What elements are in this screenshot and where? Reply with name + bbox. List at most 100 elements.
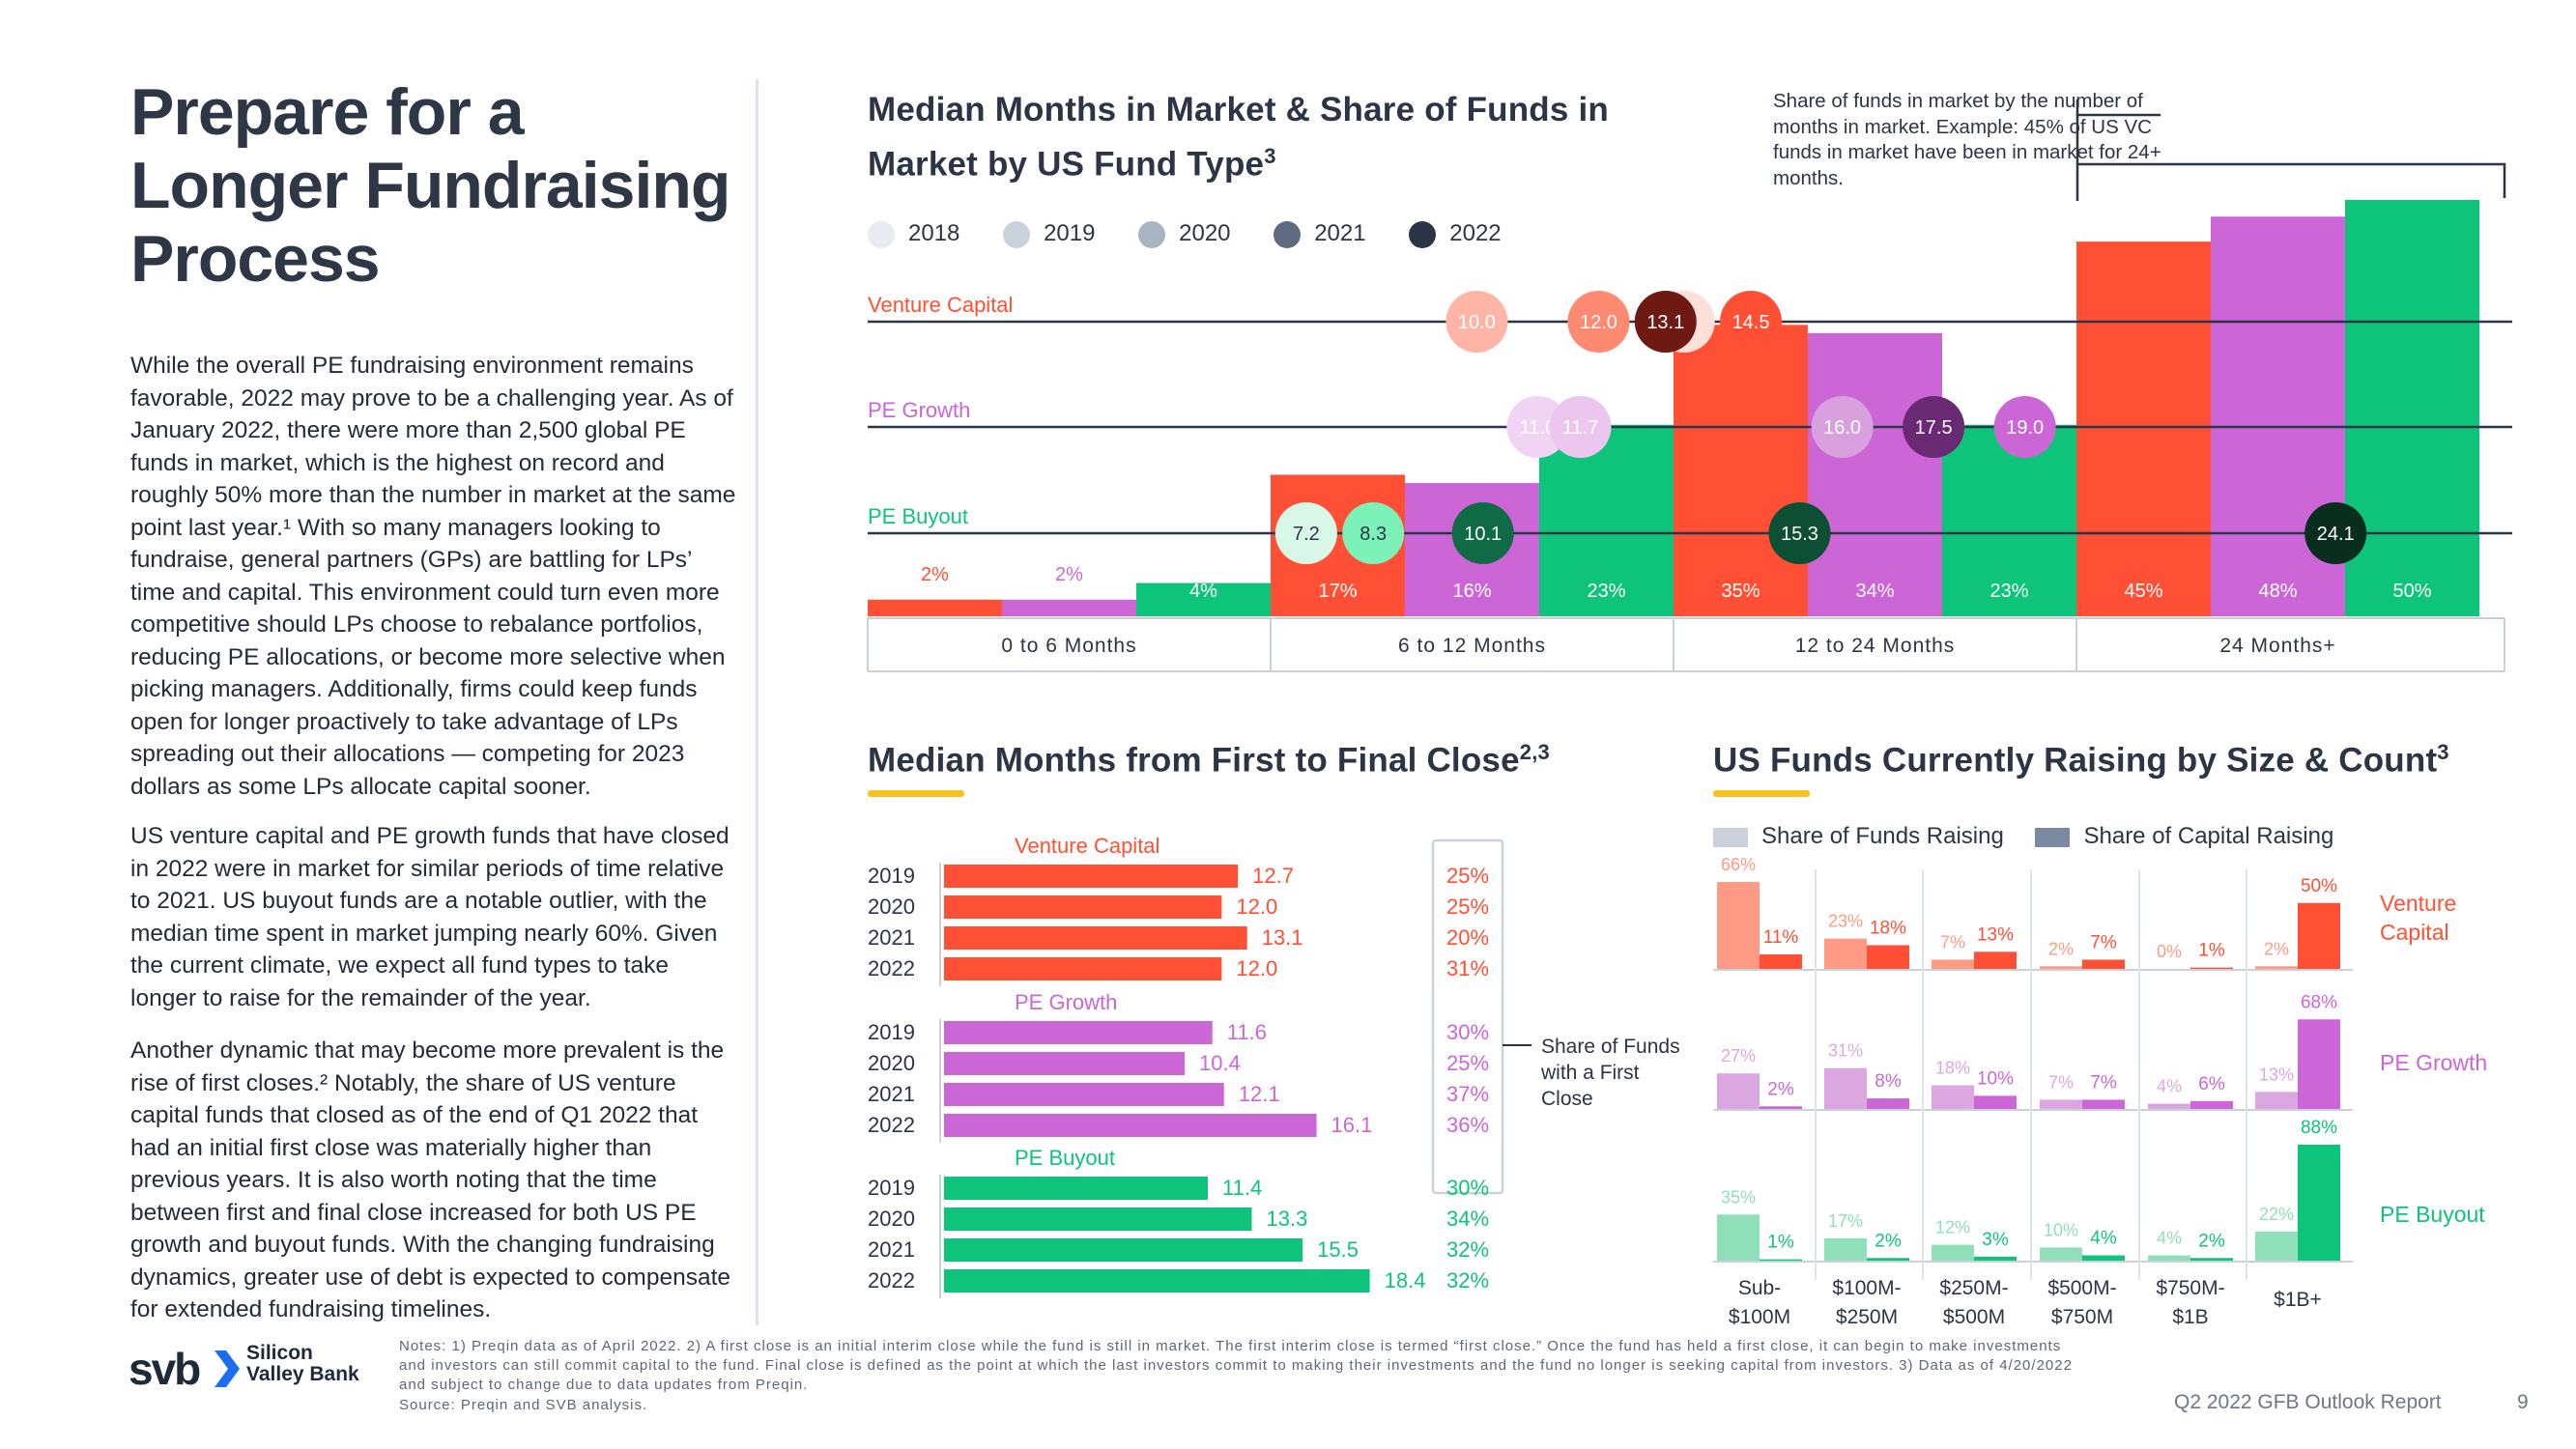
- bar-label: 17%: [1318, 581, 1357, 602]
- close-bar: [944, 1238, 1303, 1262]
- size-category-label: $750M: [2051, 1306, 2113, 1328]
- month-dot-label: 14.5: [1732, 312, 1770, 333]
- capital-bar: [2190, 967, 2233, 969]
- row-label: PE Growth: [2380, 1050, 2487, 1075]
- group-label: PE Buyout: [1015, 1146, 1115, 1170]
- close-bar-label: 16.1: [1331, 1113, 1373, 1137]
- capital-label: 8%: [1875, 1071, 1902, 1092]
- year-label: 2021: [868, 1082, 915, 1106]
- size-category-label: $500M: [1943, 1306, 2005, 1328]
- legend-2019-label: 2019: [1044, 220, 1096, 246]
- month-dot-2019: [1549, 396, 1612, 458]
- column-divider: [756, 79, 758, 1325]
- close-bar: [944, 1208, 1252, 1231]
- bar-venture-capital-2: [1674, 325, 1808, 616]
- capital-label: 1%: [1767, 1233, 1794, 1253]
- funds-by-size-chart: 66% 11% 23% 18% 7% 13% 2% 7% 0% 1% 2% 50% Venture Cap…: [1713, 855, 2487, 1328]
- funds-bar: [1717, 1214, 1760, 1261]
- category-label: 24 Months+: [2219, 635, 2335, 657]
- funds-bar: [2255, 966, 2298, 969]
- month-dot-2019: [1567, 291, 1630, 353]
- funds-bar: [1932, 959, 1974, 969]
- size-category-label: $100M: [1729, 1306, 1790, 1328]
- page-number: 9: [2517, 1391, 2529, 1413]
- funds-label: 27%: [1721, 1046, 1756, 1065]
- close-bar-label: 18.4: [1385, 1268, 1426, 1293]
- capital-bar: [1867, 1258, 1909, 1261]
- source-note: Source: Preqin and SVB analysis.: [399, 1397, 648, 1413]
- capital-label: 7%: [2090, 932, 2117, 952]
- chart3-legend: Share of Funds Raising Share of Capital …: [1713, 823, 2333, 850]
- month-dot-label: 12.0: [1580, 312, 1617, 333]
- month-dot-label: 7.2: [1293, 524, 1320, 545]
- close-bar: [944, 1114, 1317, 1137]
- funds-label: 18%: [1935, 1058, 1970, 1077]
- close-bar: [944, 895, 1222, 919]
- close-bar: [944, 865, 1239, 888]
- capital-bar: [1974, 1095, 2017, 1109]
- month-dot-2018: [1274, 502, 1337, 564]
- bar-pe-growth-0: [1002, 599, 1136, 616]
- bar-venture-capital-3: [2076, 242, 2211, 616]
- year-label: 2019: [868, 1020, 915, 1044]
- funds-label: 35%: [1721, 1187, 1756, 1207]
- funds-bar: [1824, 938, 1867, 969]
- capital-bar: [2298, 1019, 2340, 1109]
- chart2-title-footnote: 2,3: [1519, 740, 1550, 764]
- group-label: Venture Capital: [1015, 834, 1159, 858]
- bar-pe-buyout-2: [1942, 424, 2076, 616]
- logo-bank-name: Silicon Valley Bank: [246, 1342, 359, 1385]
- chart3-accent-bar: [1713, 790, 1810, 797]
- month-dot-2020: [1451, 502, 1514, 564]
- funds-label: 4%: [2157, 1077, 2182, 1096]
- chart1-legend: 2018 2019 2020 2021 2022: [868, 220, 1502, 248]
- close-bar: [944, 957, 1222, 980]
- legend-funds-label: Share of Funds Raising: [1761, 823, 2004, 849]
- funds-label: 7%: [1940, 932, 1965, 952]
- bar-label: 23%: [1989, 581, 2028, 602]
- year-label: 2020: [868, 1051, 915, 1075]
- svb-logo: svb Silicon Valley Bank: [129, 1342, 380, 1395]
- bar-venture-capital-0: [868, 599, 1002, 616]
- bar-label: 35%: [1721, 581, 1760, 602]
- month-dot-label: 10.0: [1458, 312, 1496, 333]
- capital-label: 1%: [2198, 941, 2225, 961]
- chevron-right-icon: [215, 1350, 240, 1387]
- bar-label: 4%: [1189, 581, 1217, 602]
- capital-bar: [1760, 1106, 1802, 1109]
- year-label: 2020: [868, 895, 915, 919]
- legend-swatch-2022: [1409, 220, 1437, 248]
- month-dot-2020: [1811, 396, 1874, 458]
- close-bar: [944, 1177, 1208, 1200]
- year-label: 2021: [868, 925, 915, 950]
- funds-label: 17%: [1828, 1211, 1863, 1231]
- legend-2019: 2019: [1003, 220, 1096, 248]
- year-label: 2022: [868, 956, 915, 980]
- month-dot-2021: [1768, 502, 1831, 564]
- body-paragraph-1: While the overall PE fundraising environ…: [130, 353, 736, 800]
- bar-label: 23%: [1587, 581, 1625, 602]
- median-months-chart: 2% 2% 4% 0 to 6 Months 17% 16% 23% 6 to 12 Mont…: [867, 99, 2512, 672]
- year-label: 2022: [868, 1113, 915, 1137]
- share-label: 25%: [1446, 864, 1489, 888]
- month-dot-label: 16.0: [1823, 417, 1861, 439]
- row-label: PE Buyout: [2380, 1202, 2485, 1227]
- row-label: Capital: [2380, 920, 2449, 945]
- chart2-title: Median Months from First to Final Close2…: [868, 729, 1641, 784]
- funds-label: 2%: [2048, 939, 2074, 958]
- month-dot-2021: [1903, 396, 1965, 458]
- fund-line-label: PE Growth: [868, 398, 970, 422]
- close-bar: [944, 1269, 1370, 1293]
- funds-label: 7%: [2048, 1072, 2074, 1092]
- month-dot-2019: [1342, 502, 1405, 564]
- legend-swatch-2018: [868, 220, 895, 248]
- legend-swatch-2019: [1003, 220, 1031, 248]
- category-label: 12 to 24 Months: [1795, 635, 1956, 657]
- close-bar: [944, 1083, 1224, 1106]
- close-bar-label: 12.0: [1236, 895, 1277, 919]
- capital-bar: [2082, 1099, 2125, 1109]
- size-category-label: Sub-: [1738, 1277, 1781, 1299]
- size-category-label: $250M-: [1939, 1277, 2008, 1299]
- close-bar-label: 10.4: [1199, 1051, 1241, 1075]
- body-paragraph-2: US venture capital and PE growth funds t…: [130, 823, 730, 1011]
